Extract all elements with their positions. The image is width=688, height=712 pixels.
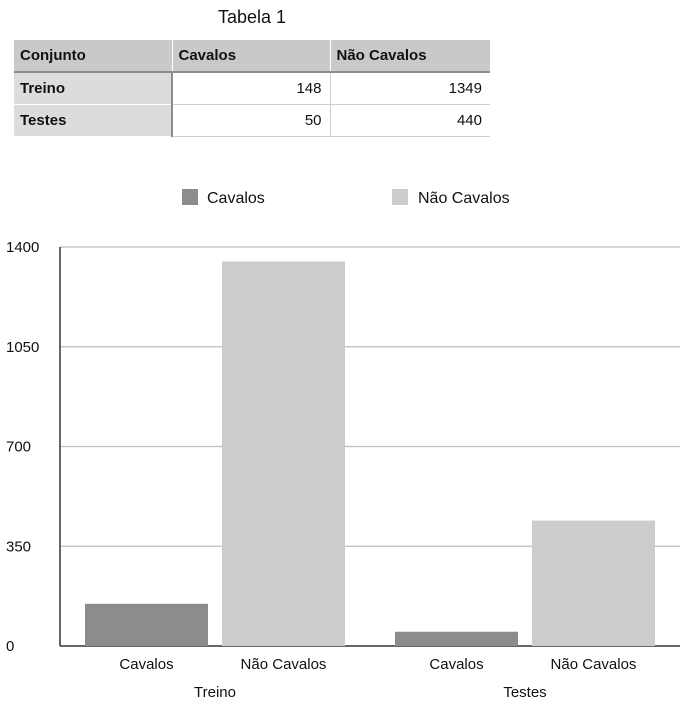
table-header-cell: Não Cavalos (329, 40, 490, 73)
legend-label: Não Cavalos (418, 190, 510, 207)
y-tick-label: 1050 (6, 339, 39, 356)
bar (532, 520, 655, 646)
table-header-row: Conjunto Cavalos Não Cavalos (14, 40, 490, 73)
x-group-label: Testes (503, 684, 546, 701)
x-group-label: Treino (194, 684, 236, 701)
y-tick-label: 700 (6, 439, 31, 456)
table-title: Tabela 1 (217, 7, 287, 27)
x-tick-label: Não Cavalos (241, 656, 327, 673)
table-cell: 1349 (329, 72, 490, 105)
table-cell: 148 (171, 72, 330, 105)
table-row-label: Testes (14, 104, 173, 137)
y-tick-label: 1400 (6, 239, 39, 256)
table-header-cell: Cavalos (171, 40, 330, 73)
x-tick-label: Cavalos (429, 656, 483, 673)
x-tick-label: Não Cavalos (551, 656, 637, 673)
table-row: Treino 148 1349 (14, 72, 490, 105)
table-row: Testes 50 440 (14, 104, 490, 137)
legend-swatch (182, 189, 198, 205)
bar (395, 631, 518, 646)
legend-label: Cavalos (207, 190, 265, 207)
bar (222, 261, 345, 646)
table-cell: 50 (171, 104, 330, 137)
data-table: Conjunto Cavalos Não Cavalos Treino 148 … (14, 40, 490, 137)
legend-swatch (392, 189, 408, 205)
table-row-label: Treino (14, 72, 173, 105)
table-cell: 440 (329, 104, 490, 137)
table-header-cell: Conjunto (14, 40, 172, 73)
x-tick-label: Cavalos (119, 656, 173, 673)
bar (85, 603, 208, 646)
y-tick-label: 0 (6, 638, 14, 655)
y-tick-label: 350 (6, 538, 31, 555)
